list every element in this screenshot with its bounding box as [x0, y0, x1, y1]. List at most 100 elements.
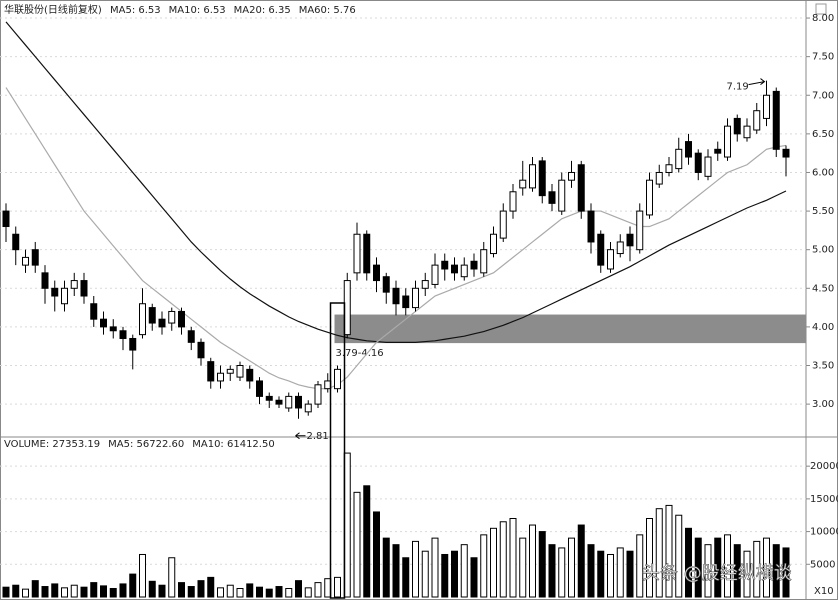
window-button[interactable]	[815, 3, 827, 15]
high-label: 7.19	[727, 82, 749, 93]
candle-body	[626, 233, 634, 247]
volume-bar	[782, 547, 790, 598]
volume-bar	[568, 537, 575, 598]
y-tick-label: 3.50	[812, 361, 834, 372]
volume-bar	[109, 587, 117, 598]
volume-bar	[694, 537, 702, 598]
volume-bar	[226, 584, 234, 598]
y-tick-label: 10000	[810, 527, 838, 538]
candle-body	[451, 264, 458, 274]
volume-bar	[646, 518, 653, 598]
candle-body	[373, 264, 380, 282]
volume-bar	[256, 586, 263, 598]
candle-body	[314, 384, 322, 405]
candle-body	[129, 337, 137, 351]
candle-body	[168, 310, 176, 324]
y-tick-label: 15000	[810, 494, 838, 505]
candle-body	[655, 171, 663, 185]
moving-average-line	[5, 87, 787, 390]
candle-body	[148, 307, 156, 324]
volume-bar	[548, 544, 556, 598]
candle-body	[41, 272, 49, 289]
candle-body	[70, 280, 78, 289]
volume-bar	[743, 550, 751, 598]
candle-body	[363, 233, 371, 274]
candle-body	[470, 260, 478, 270]
candle-body	[80, 280, 88, 297]
volume-bar	[577, 524, 585, 598]
volume-bar	[100, 585, 107, 598]
volume-bar	[197, 580, 205, 598]
candle-body	[548, 191, 556, 204]
volume-bar	[178, 582, 185, 598]
volume-bar	[265, 588, 273, 598]
candle-body	[743, 125, 751, 139]
y-tick-label: 6.50	[812, 129, 834, 140]
volume-bar	[685, 527, 692, 598]
y-tick-label: 8.00	[812, 13, 834, 24]
candle-body	[675, 148, 683, 170]
volume-bar	[314, 582, 322, 598]
candle-body	[529, 164, 536, 189]
volume-bar	[363, 485, 371, 598]
volume-bar	[451, 550, 458, 598]
volume-bar	[129, 573, 137, 598]
volume-indicator: MA10: 61412.50	[192, 439, 274, 450]
candle-body	[31, 249, 39, 266]
volume-bar	[22, 588, 29, 598]
candle-body	[753, 110, 761, 131]
candle-body	[577, 164, 585, 212]
chart-title: 华联股份(日线前复权)	[4, 3, 102, 16]
volume-bar	[207, 576, 215, 598]
candle-body	[616, 241, 624, 255]
candle-body	[197, 341, 205, 359]
candle-body	[178, 310, 185, 328]
volume-bar	[61, 587, 68, 598]
y-tick-label: 5.00	[812, 245, 834, 256]
volume-bar	[431, 537, 439, 598]
moving-average-line	[5, 21, 787, 343]
candle-body	[207, 361, 215, 382]
volume-bar	[119, 583, 127, 598]
zone-label: 3.79-4.16	[336, 348, 384, 359]
candle-body	[685, 141, 692, 158]
candle-body	[636, 210, 644, 251]
candle-body	[460, 264, 468, 278]
watermark: 头条 @股经纵横谈	[642, 563, 792, 584]
volume-bar	[382, 537, 390, 598]
volume-bar	[412, 540, 419, 598]
candle-body	[587, 210, 595, 243]
volume-bar	[636, 534, 644, 598]
volume-bar	[724, 534, 731, 598]
candle-body	[100, 318, 107, 328]
candle-body	[382, 276, 390, 293]
volume-bar	[158, 584, 166, 598]
candle-body	[187, 330, 195, 343]
candle-body	[275, 399, 283, 405]
volume-bar	[41, 586, 49, 598]
low-label: 2.81	[307, 431, 329, 442]
volume-bar	[31, 580, 39, 598]
volume-bar	[441, 553, 449, 598]
candle-body	[226, 368, 234, 374]
candle-body	[61, 287, 68, 305]
candle-body	[646, 179, 653, 216]
volume-bar	[295, 580, 302, 598]
volume-bar	[772, 544, 780, 598]
candle-body	[772, 90, 780, 150]
candle-body	[265, 395, 273, 401]
volume-bar	[704, 544, 712, 598]
candle-body	[558, 179, 566, 212]
candle-body	[724, 125, 731, 158]
low-arrow	[295, 432, 306, 440]
candle-body	[295, 395, 302, 409]
indicator-label: MA10: 6.53	[169, 5, 226, 16]
volume-indicator: MA5: 56722.60	[108, 439, 184, 450]
candle-body	[402, 295, 410, 309]
volume-indicator: VOLUME: 27353.19	[4, 439, 100, 450]
candle-body	[568, 171, 575, 181]
volume-bar	[607, 553, 614, 598]
candle-body	[421, 280, 429, 289]
volume-bar	[470, 557, 478, 598]
